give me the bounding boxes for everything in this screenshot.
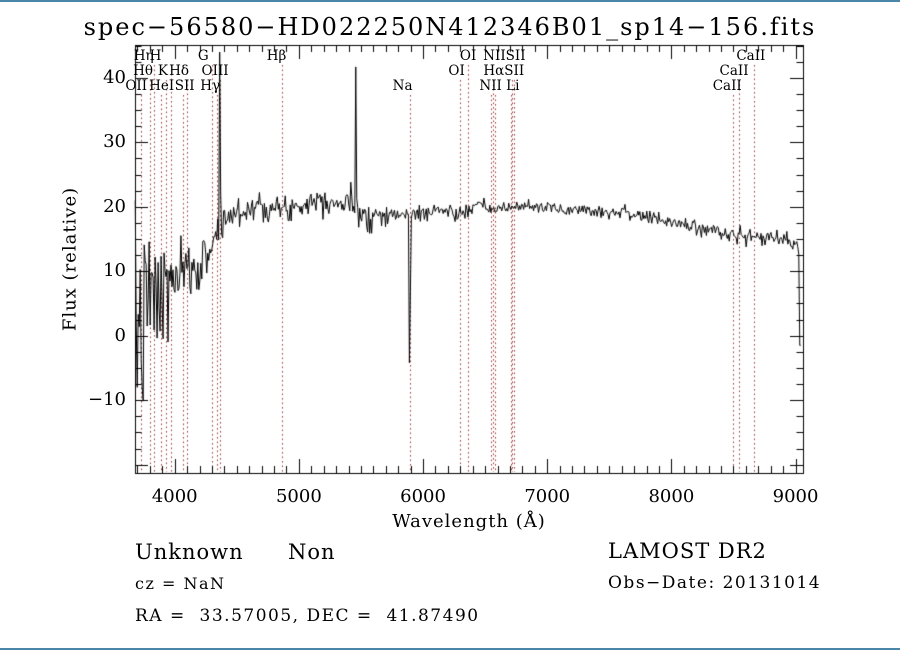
spectral-line-label: OIII bbox=[201, 63, 229, 79]
obs-date-text: Obs−Date: 20131014 bbox=[608, 573, 822, 593]
spectral-line-label: Hβ bbox=[266, 48, 287, 64]
redshift-text: cz = NaN bbox=[135, 574, 226, 593]
spectral-line-label: OII bbox=[125, 78, 148, 94]
y-axis-title: Flux (relative) bbox=[59, 186, 81, 332]
spectral-line-label: NII Li bbox=[479, 78, 520, 94]
spectral-line-label: H bbox=[149, 48, 162, 64]
object-class-text: Unknown bbox=[135, 540, 244, 564]
y-tick-label: −10 bbox=[88, 389, 126, 411]
x-tick-label: 5000 bbox=[275, 486, 322, 507]
spectral-line-label: OI bbox=[459, 48, 477, 64]
spectral-line-label: Na bbox=[392, 78, 413, 94]
spectral-line-label: G bbox=[197, 48, 209, 64]
spectral-line-label: Hη bbox=[133, 48, 154, 64]
spectral-line-label: Hγ bbox=[200, 78, 221, 94]
spectral-line-label: K bbox=[157, 63, 168, 79]
x-axis-title: Wavelength (Å) bbox=[392, 511, 546, 532]
coordinates-text: RA = 33.57005, DEC = 41.87490 bbox=[135, 606, 480, 626]
x-tick-label: 4000 bbox=[151, 486, 198, 507]
spectral-line-label: SII bbox=[174, 78, 195, 94]
object-subclass-text: Non bbox=[288, 540, 336, 564]
spectral-line-label: OI bbox=[448, 63, 465, 79]
x-tick-label: 6000 bbox=[400, 486, 446, 507]
y-tick-label: 0 bbox=[114, 324, 126, 346]
spectral-line-label: Hδ bbox=[169, 63, 190, 79]
survey-release-text: LAMOST DR2 bbox=[608, 539, 767, 563]
x-tick-label: 8000 bbox=[648, 486, 695, 507]
y-tick-label: 30 bbox=[103, 131, 126, 153]
spectral-line-label: NIISII bbox=[483, 48, 526, 64]
spectral-line-label: HαSII bbox=[483, 63, 525, 79]
y-tick-label: 40 bbox=[103, 66, 126, 88]
x-tick-label: 9000 bbox=[772, 486, 819, 507]
spectral-line-label: CaII bbox=[736, 48, 766, 64]
x-tick-label: 7000 bbox=[524, 486, 571, 507]
spectral-line-label: CaII bbox=[712, 78, 742, 94]
y-tick-label: 20 bbox=[103, 195, 126, 217]
spectral-line-label: HeI bbox=[149, 78, 175, 94]
spectral-line-label: CaII bbox=[719, 63, 749, 79]
y-tick-label: 10 bbox=[103, 260, 126, 282]
spectral-line-label: Hθ bbox=[133, 63, 154, 79]
